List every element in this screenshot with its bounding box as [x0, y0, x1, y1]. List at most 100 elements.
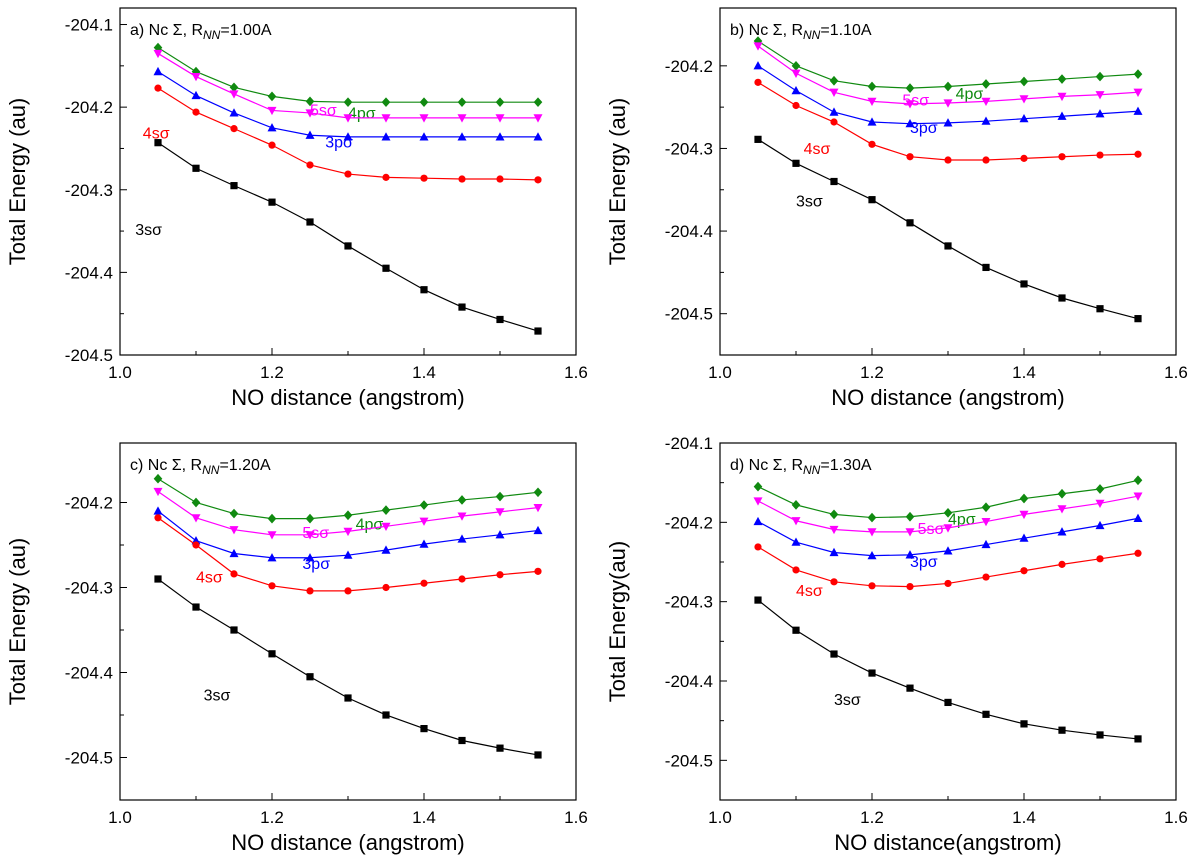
data-point	[792, 566, 800, 574]
data-point	[153, 49, 163, 59]
data-point	[154, 514, 162, 522]
x-tick-label: 1.0	[108, 363, 132, 382]
data-point	[1134, 549, 1142, 557]
data-point	[229, 108, 239, 117]
data-point	[830, 650, 838, 658]
data-point	[829, 509, 839, 520]
y-tick-label: -204.5	[65, 346, 113, 365]
panel-title-suffix: =1.10A	[820, 22, 871, 39]
series-label: 4sσ	[196, 569, 223, 586]
data-point	[381, 132, 391, 141]
x-tick-label: 1.4	[412, 363, 436, 382]
y-tick-label: -204.5	[65, 749, 113, 768]
data-point	[154, 84, 162, 92]
x-tick-label: 1.2	[260, 363, 284, 382]
data-point	[944, 156, 952, 164]
x-tick-label: 1.6	[564, 363, 588, 382]
data-point	[154, 139, 162, 147]
data-point	[267, 513, 277, 524]
data-point	[229, 90, 239, 99]
series-line	[757, 40, 1139, 89]
data-point	[1096, 305, 1104, 313]
x-tick-label: 1.6	[1164, 363, 1188, 382]
series-label: 3pσ	[302, 556, 330, 573]
data-point	[381, 114, 391, 123]
data-point	[268, 141, 276, 149]
data-point	[192, 108, 200, 116]
data-point	[230, 182, 238, 190]
y-axis-title: Total Energy (au)	[5, 538, 30, 706]
series-label: 3sσ	[135, 222, 162, 239]
x-tick-label: 1.0	[708, 808, 732, 827]
data-point	[1058, 560, 1066, 568]
data-point	[496, 571, 504, 579]
data-point	[1095, 91, 1105, 100]
data-point	[267, 106, 277, 116]
data-point	[943, 546, 953, 555]
series-3p-2: 3pσ	[753, 513, 1143, 571]
series-label: 4sσ	[143, 126, 170, 143]
data-point	[754, 78, 762, 86]
data-point	[1095, 71, 1105, 82]
series-3p-2: 3pσ	[153, 66, 543, 152]
data-point	[306, 218, 314, 226]
y-tick-label: -204.4	[665, 222, 713, 241]
chart-panel-c: 1.0 1.2 1.4 1.6 -204.2 -204.3 -204.4 -204.5 NO d…	[5, 442, 588, 855]
data-point	[981, 116, 991, 125]
series-label: 3sσ	[204, 688, 231, 705]
data-point	[982, 263, 990, 272]
x-tick-label: 1.4	[412, 808, 436, 827]
data-point	[420, 174, 428, 182]
panel-title-subscript: NN	[803, 28, 821, 42]
data-point	[754, 135, 762, 143]
plot-frame	[719, 7, 1177, 356]
data-point	[1019, 95, 1029, 104]
series-4p-0: 4pσ	[153, 473, 543, 534]
series-line	[757, 599, 1139, 740]
data-point	[867, 528, 877, 537]
data-point	[906, 219, 914, 227]
series-label: 4pσ	[956, 86, 984, 103]
x-axis-title: NO distance (angstrom)	[231, 830, 465, 855]
data-point	[981, 517, 991, 527]
data-point	[382, 264, 390, 272]
series-line	[757, 65, 1139, 125]
data-point	[419, 132, 429, 141]
y-tick-label: -204.2	[665, 513, 713, 532]
data-point	[753, 516, 763, 526]
panel-title: a) Nc Σ, RNN=1.00A	[130, 22, 272, 42]
data-point	[1096, 731, 1104, 739]
series-label: 5sσ	[310, 102, 337, 119]
data-point	[981, 539, 991, 549]
series-5s-1: 5sσ	[753, 492, 1143, 538]
data-point	[268, 582, 276, 590]
y-tick-label: -204.2	[665, 57, 713, 76]
data-point	[192, 164, 200, 172]
data-point	[1020, 567, 1028, 575]
data-point	[1134, 150, 1142, 158]
data-point	[305, 531, 315, 540]
data-point	[1057, 92, 1067, 102]
data-point	[495, 114, 505, 123]
data-point	[1095, 484, 1105, 494]
data-point	[791, 85, 801, 95]
x-tick-label: 1.2	[860, 808, 884, 827]
data-point	[943, 524, 953, 533]
data-point	[533, 525, 543, 535]
data-point	[943, 81, 953, 92]
data-point	[867, 550, 877, 560]
data-point	[1134, 735, 1142, 743]
chart-panel-a: 1.0 1.2 1.4 1.6 -204.1 -204.2 -204.3 -204.4 -204…	[5, 7, 588, 410]
data-point	[533, 114, 543, 123]
data-point	[495, 491, 505, 502]
data-point	[534, 567, 542, 575]
panel-title-suffix: =1.30A	[820, 457, 871, 474]
data-point	[1133, 492, 1143, 501]
data-point	[268, 650, 276, 658]
data-point	[230, 626, 238, 634]
data-point	[944, 579, 952, 588]
data-point	[533, 132, 543, 141]
y-tick-label: -204.3	[665, 139, 713, 158]
series-line	[157, 47, 538, 103]
series-3s-4: 3sσ	[754, 596, 1142, 743]
